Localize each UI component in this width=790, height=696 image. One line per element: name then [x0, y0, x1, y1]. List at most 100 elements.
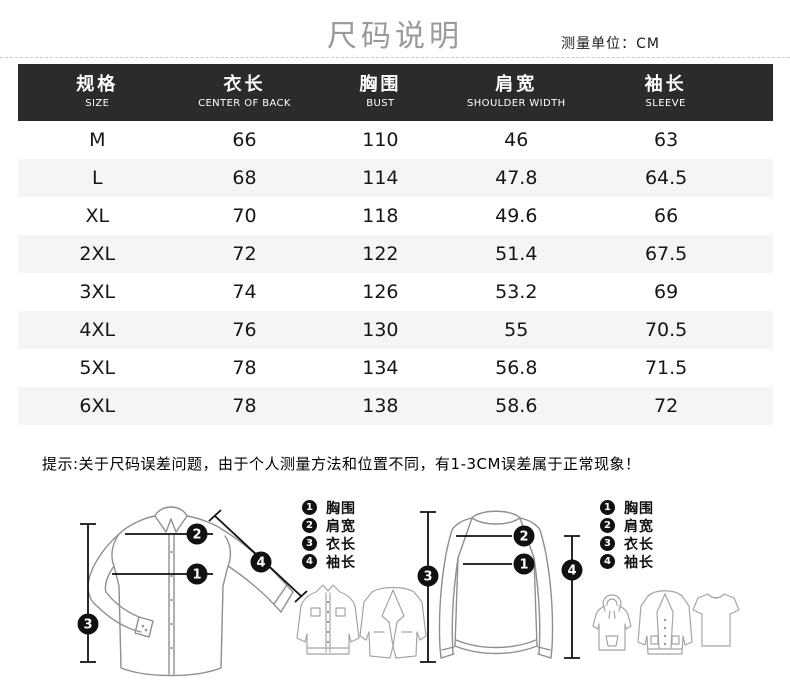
measure-badge-4-icon: 4 — [561, 559, 583, 581]
legend-badge-4-icon: 4 — [600, 554, 615, 569]
measurement-cell: 74 — [232, 281, 257, 303]
measure-badge-3-icon: 3 — [77, 613, 99, 635]
measurement-cell: 114 — [362, 167, 399, 189]
measurement-legend: 1 胸围 2 肩宽 3 衣长 4 袖长 — [302, 500, 356, 572]
measurement-cell: 63 — [654, 129, 679, 151]
measurement-cell: 78 — [232, 395, 257, 417]
measurement-cell: 58.6 — [495, 395, 538, 417]
legend-label: 胸围 — [326, 500, 356, 517]
svg-text:4: 4 — [256, 556, 265, 571]
column-header-length-zh: 衣长 — [223, 74, 266, 95]
column-header-size: 规格 SIZE — [18, 64, 177, 121]
measurement-cell: 46 — [504, 129, 529, 151]
measurement-cell: 67.5 — [644, 243, 688, 265]
column-header-length: 衣长 CENTER OF BACK — [176, 64, 313, 121]
measure-badge-3-icon: 3 — [417, 565, 439, 587]
svg-text:1: 1 — [519, 558, 528, 573]
size-table: 规格 SIZE 衣长 CENTER OF BACK 胸围 BUST 肩宽 SHO… — [18, 64, 773, 425]
measurement-cell: 49.6 — [495, 205, 538, 227]
measurement-unit-label: 测量单位：CM — [561, 36, 660, 52]
page-title: 尺码说明 — [327, 19, 463, 54]
denim-jacket-icon — [296, 584, 360, 655]
size-cell: M — [89, 129, 106, 151]
legend-badge-3-icon: 3 — [302, 536, 317, 551]
legend-label: 胸围 — [624, 500, 654, 517]
measurement-cell: 76 — [232, 319, 257, 341]
tshirt-icon — [692, 593, 740, 647]
measurement-cell: 71.5 — [644, 357, 688, 379]
measurement-cell: 51.4 — [495, 243, 538, 265]
column-header-bust-en: BUST — [366, 98, 395, 109]
table-row: L 68 114 47.8 64.5 — [18, 159, 773, 197]
cardigan-icon — [637, 590, 693, 655]
column-header-size-en: SIZE — [85, 98, 110, 109]
svg-text:2: 2 — [192, 528, 201, 543]
column-header-sleeve-en: SLEEVE — [645, 98, 686, 109]
size-table-header: 规格 SIZE 衣长 CENTER OF BACK 胸围 BUST 肩宽 SHO… — [18, 64, 773, 121]
measurement-figures: 2 1 4 3 1 胸围 2 肩宽 3 衣长 4 袖长 — [0, 484, 790, 696]
table-row: 4XL 76 130 55 70.5 — [18, 311, 773, 349]
table-row: 5XL 78 134 56.8 71.5 — [18, 349, 773, 387]
measurement-cell: 66 — [654, 205, 679, 227]
size-cell: 3XL — [79, 281, 116, 303]
table-row: XL 70 118 49.6 66 — [18, 197, 773, 235]
garment-thumbnails-right — [592, 590, 740, 655]
column-header-bust-zh: 胸围 — [359, 74, 402, 95]
legend-label: 肩宽 — [326, 518, 356, 535]
measure-badge-4-icon: 4 — [250, 551, 272, 573]
column-header-length-en: CENTER OF BACK — [198, 98, 291, 109]
sweater-outline — [438, 510, 554, 659]
legend-item: 3 衣长 — [302, 536, 356, 553]
measurement-cell: 126 — [362, 281, 399, 303]
measurement-cell: 47.8 — [495, 167, 538, 189]
svg-text:4: 4 — [567, 564, 576, 579]
legend-badge-4-icon: 4 — [302, 554, 317, 569]
legend-badge-2-icon: 2 — [302, 518, 317, 533]
sweater-measure-lines — [420, 511, 580, 663]
legend-item: 2 肩宽 — [600, 518, 654, 535]
measure-badge-1-icon: 1 — [513, 553, 535, 575]
size-cell: XL — [85, 205, 110, 227]
svg-text:3: 3 — [83, 618, 92, 633]
measurement-cell: 122 — [362, 243, 399, 265]
svg-text:3: 3 — [423, 570, 432, 585]
measure-badge-2-icon: 2 — [186, 523, 208, 545]
size-table-wrap: 规格 SIZE 衣长 CENTER OF BACK 胸围 BUST 肩宽 SHO… — [18, 64, 773, 425]
legend-item: 4 袖长 — [600, 554, 654, 571]
size-cell: 6XL — [79, 395, 116, 417]
column-header-shoulder-en: SHOULDER WIDTH — [467, 98, 566, 109]
legend-item: 2 肩宽 — [302, 518, 356, 535]
garment-thumbnails-left — [296, 584, 427, 659]
table-row: 2XL 72 122 51.4 67.5 — [18, 235, 773, 273]
table-row: M 66 110 46 63 — [18, 121, 773, 159]
measurement-cell: 134 — [362, 357, 399, 379]
column-header-bust: 胸围 BUST — [312, 64, 449, 121]
legend-label: 袖长 — [326, 554, 356, 571]
page-header: 尺码说明 测量单位：CM — [0, 0, 790, 58]
measurement-legend: 1 胸围 2 肩宽 3 衣长 4 袖长 — [600, 500, 654, 572]
measurement-cell: 64.5 — [644, 167, 688, 189]
size-cell: L — [91, 167, 103, 189]
measurement-cell: 78 — [232, 357, 257, 379]
legend-label: 衣长 — [326, 536, 356, 553]
measurement-cell: 72 — [654, 395, 679, 417]
legend-item: 1 胸围 — [302, 500, 356, 517]
legend-item: 1 胸围 — [600, 500, 654, 517]
legend-item: 3 衣长 — [600, 536, 654, 553]
measurement-cell: 56.8 — [495, 357, 538, 379]
measurement-cell: 53.2 — [495, 281, 538, 303]
legend-badge-3-icon: 3 — [600, 536, 615, 551]
measurement-cell: 70.5 — [644, 319, 688, 341]
table-row: 6XL 78 138 58.6 72 — [18, 387, 773, 425]
column-header-sleeve-zh: 袖长 — [644, 74, 687, 95]
sweater-measurement-diagram: 2 1 3 4 — [417, 510, 583, 663]
measure-badge-1-icon: 1 — [186, 563, 208, 585]
size-cell: 5XL — [79, 357, 116, 379]
size-cell: 4XL — [79, 319, 116, 341]
legend-item: 4 袖长 — [302, 554, 356, 571]
column-header-sleeve: 袖长 SLEEVE — [584, 64, 773, 121]
column-header-shoulder: 肩宽 SHOULDER WIDTH — [448, 64, 585, 121]
table-row: 3XL 74 126 53.2 69 — [18, 273, 773, 311]
measurement-cell: 70 — [232, 205, 257, 227]
tolerance-note: 提示:关于尺码误差问题，由于个人测量方法和位置不同，有1-3CM误差属于正常现象… — [42, 455, 641, 473]
